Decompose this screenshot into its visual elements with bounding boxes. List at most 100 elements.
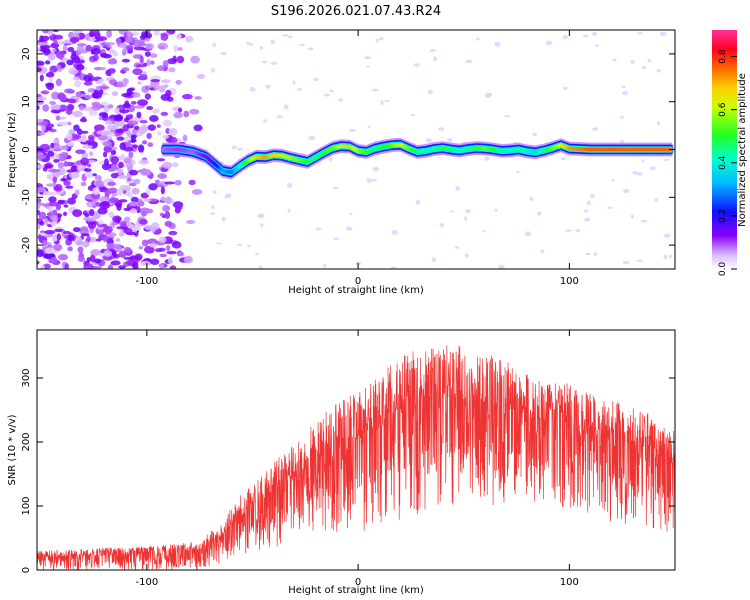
noise-blob: [88, 137, 95, 145]
noise-blob: [145, 85, 150, 91]
noise-blob: [144, 208, 154, 214]
noise-blob: [42, 191, 53, 196]
noise-blob: [265, 84, 271, 89]
noise-blob: [149, 247, 155, 253]
noise-blob: [116, 203, 122, 211]
noise-blob: [122, 102, 131, 109]
noise-blob: [80, 157, 90, 166]
noise-blob: [348, 128, 356, 133]
noise-blob: [89, 30, 100, 36]
noise-blob: [90, 254, 96, 263]
noise-blob: [349, 212, 353, 216]
noise-blob: [212, 190, 217, 194]
noise-blob: [231, 145, 237, 150]
noise-blob: [100, 66, 106, 71]
noise-blob: [129, 169, 139, 176]
noise-blob: [107, 68, 116, 74]
y-axis-label: Frequency (Hz): [7, 112, 18, 188]
noise-blob: [585, 252, 591, 256]
noise-blob: [65, 108, 73, 115]
noise-blob: [50, 221, 58, 227]
noise-blob: [612, 58, 617, 62]
noise-blob: [560, 157, 566, 161]
noise-blob: [137, 144, 145, 153]
colorbar-tick-label: 0.4: [718, 155, 728, 170]
noise-blob: [40, 264, 45, 269]
noise-blob: [189, 108, 200, 115]
noise-blob: [55, 202, 62, 211]
noise-blob: [153, 30, 160, 36]
noise-blob: [55, 78, 62, 87]
noise-blob: [115, 128, 125, 133]
noise-blob: [125, 45, 134, 51]
noise-blob: [128, 114, 134, 119]
noise-blob: [147, 124, 156, 131]
noise-blob: [165, 196, 172, 205]
noise-blob: [211, 205, 215, 209]
noise-blob: [60, 121, 69, 126]
noise-blob: [63, 204, 69, 208]
noise-blob: [160, 111, 169, 117]
noise-blob: [84, 170, 94, 179]
noise-blob: [92, 173, 97, 177]
noise-blob: [258, 265, 263, 269]
noise-blob: [91, 265, 102, 269]
noise-blob: [160, 196, 166, 202]
noise-blob: [47, 123, 55, 128]
noise-blob: [641, 159, 645, 163]
noise-blob: [212, 42, 217, 47]
noise-blob: [175, 79, 182, 85]
noise-blob: [102, 236, 108, 243]
noise-region: [37, 30, 675, 269]
noise-blob: [84, 168, 92, 172]
noise-blob: [92, 187, 100, 196]
noise-blob: [80, 130, 89, 134]
noise-blob: [69, 36, 80, 43]
noise-blob: [623, 188, 630, 194]
noise-blob: [184, 255, 193, 264]
noise-blob: [105, 120, 113, 126]
noise-blob: [39, 74, 44, 82]
noise-blob: [270, 61, 278, 65]
noise-blob: [75, 91, 82, 98]
noise-blob: [160, 33, 169, 41]
noise-blob: [484, 93, 491, 99]
noise-blob: [55, 64, 62, 69]
noise-blob: [136, 200, 145, 207]
noise-blob: [162, 204, 171, 212]
noise-blob: [164, 211, 171, 219]
noise-blob: [115, 238, 121, 242]
noise-blob: [254, 252, 259, 256]
noise-blob: [108, 197, 120, 204]
noise-blob: [177, 107, 183, 113]
noise-blob: [584, 217, 591, 222]
y-tick-label: 0: [21, 146, 32, 152]
noise-blob: [53, 34, 64, 40]
noise-blob: [165, 89, 172, 97]
noise-blob: [338, 98, 343, 102]
y-tick-label: 10: [21, 95, 32, 108]
x-axis-label: Height of straight line (km): [288, 285, 424, 296]
noise-blob: [107, 167, 116, 172]
noise-blob: [106, 30, 113, 38]
noise-blob: [103, 145, 112, 153]
noise-blob: [45, 164, 52, 169]
x-axis-label: Height of straight line (km): [288, 585, 424, 596]
noise-blob: [48, 30, 53, 37]
noise-blob: [132, 92, 141, 98]
noise-blob: [589, 194, 595, 199]
noise-blob: [55, 115, 61, 121]
noise-blob: [190, 55, 200, 64]
noise-blob: [168, 230, 178, 236]
noise-blob: [99, 52, 109, 58]
noise-blob: [176, 55, 185, 64]
noise-blob: [110, 149, 117, 156]
noise-blob: [50, 214, 59, 223]
noise-blob: [622, 90, 629, 96]
noise-blob: [46, 183, 57, 187]
noise-blob: [67, 246, 73, 252]
noise-blob: [149, 242, 157, 249]
noise-blob: [94, 258, 102, 264]
noise-blob: [545, 40, 553, 45]
noise-blob: [110, 260, 121, 266]
